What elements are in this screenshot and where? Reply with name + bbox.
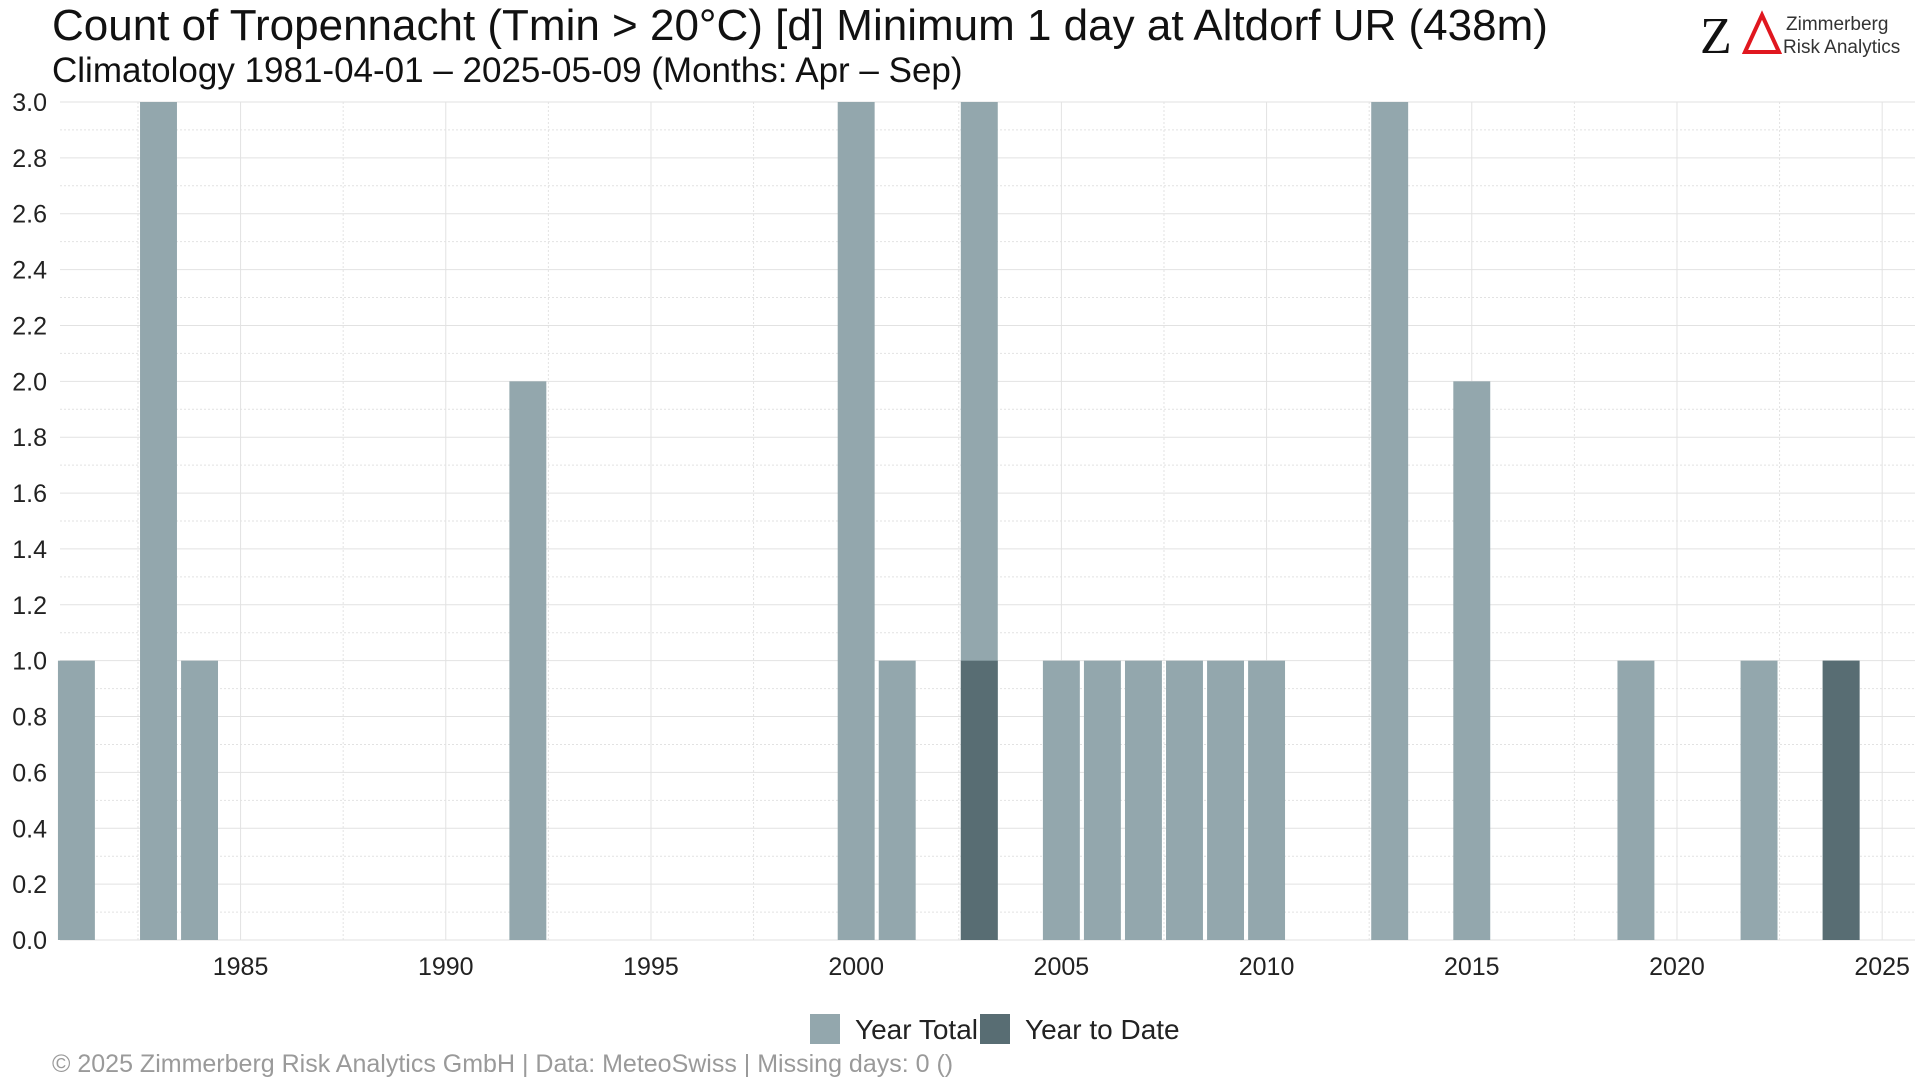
bar-year-total-2013 xyxy=(1371,102,1409,940)
company-logo: Z Zimmerberg Risk Analytics xyxy=(1700,8,1900,65)
bar-year-to-date-2003 xyxy=(960,660,998,940)
x-tick-label: 2010 xyxy=(1239,953,1295,981)
y-tick-label: 1.2 xyxy=(12,592,47,620)
y-tick-label: 0.2 xyxy=(12,871,47,899)
bar-year-total-2010 xyxy=(1248,660,1286,940)
year-total-bars xyxy=(57,102,1860,940)
chart-subtitle: Climatology 1981-04-01 – 2025-05-09 (Mon… xyxy=(52,51,963,90)
logo-z-glyph: Z xyxy=(1700,8,1732,65)
y-tick-label: 2.4 xyxy=(12,257,47,285)
y-tick-label: 2.2 xyxy=(12,312,47,340)
y-tick-label: 0.6 xyxy=(12,759,47,787)
minor-gridlines xyxy=(60,102,1915,940)
y-tick-label: 0.4 xyxy=(12,815,47,843)
x-tick-label: 1990 xyxy=(418,953,474,981)
bar-year-total-2022 xyxy=(1740,660,1778,940)
legend: Year Total Year to Date xyxy=(810,1014,1180,1045)
y-tick-label: 2.8 xyxy=(12,145,47,173)
footer-copyright: © 2025 Zimmerberg Risk Analytics GmbH | … xyxy=(52,1050,953,1078)
legend-label-year-total: Year Total xyxy=(855,1014,978,1045)
y-tick-label: 2.6 xyxy=(12,201,47,229)
chart-title: Count of Tropennacht (Tmin > 20°C) [d] M… xyxy=(52,1,1548,50)
bar-year-total-1983 xyxy=(140,102,177,940)
y-tick-label: 0.0 xyxy=(12,927,47,955)
y-axis-tick-labels: 0.0 0.2 0.4 0.6 0.8 1.0 1.2 1.4 1.6 1.8 2.0 2.2 2.4 2… xyxy=(12,89,47,955)
bar-year-total-2009 xyxy=(1207,660,1244,940)
x-tick-label: 2005 xyxy=(1034,953,1090,981)
bar-year-total-2006 xyxy=(1083,660,1121,940)
x-tick-label: 2025 xyxy=(1854,953,1910,981)
y-tick-label: 0.8 xyxy=(12,704,47,732)
bar-year-total-2015 xyxy=(1453,381,1491,940)
legend-swatch-year-to-date xyxy=(980,1014,1010,1044)
bar-year-total-2007 xyxy=(1124,660,1162,940)
x-tick-label: 2000 xyxy=(828,953,884,981)
legend-swatch-year-total xyxy=(810,1014,840,1044)
year-to-date-bars xyxy=(960,660,1860,940)
y-tick-label: 1.4 xyxy=(12,536,47,564)
bar-year-total-1992 xyxy=(509,381,547,940)
y-tick-label: 2.0 xyxy=(12,368,47,396)
x-tick-label: 2015 xyxy=(1444,953,1500,981)
bar-year-total-2000 xyxy=(837,102,875,940)
x-tick-label: 1985 xyxy=(213,953,269,981)
bar-year-total-2008 xyxy=(1166,660,1203,940)
x-axis-tick-labels: 1985 1990 1995 2000 2005 2010 2015 2020 2025 xyxy=(213,953,1910,981)
logo-line1: Zimmerberg xyxy=(1786,14,1888,35)
x-tick-label: 2020 xyxy=(1649,953,1705,981)
bar-year-total-2019 xyxy=(1617,660,1655,940)
y-tick-label: 1.0 xyxy=(12,648,47,676)
y-tick-label: 3.0 xyxy=(12,89,47,117)
bar-year-total-2001 xyxy=(878,660,916,940)
y-tick-label: 1.6 xyxy=(12,480,47,508)
y-tick-label: 1.8 xyxy=(12,424,47,452)
bar-year-total-1981 xyxy=(57,660,95,940)
bar-year-total-1984 xyxy=(181,660,219,940)
bar-year-to-date-2024 xyxy=(1822,660,1860,940)
legend-label-year-to-date: Year to Date xyxy=(1025,1014,1180,1045)
x-tick-label: 1995 xyxy=(623,953,679,981)
logo-line2: Risk Analytics xyxy=(1783,37,1900,58)
logo-delta-icon xyxy=(1741,10,1783,54)
bar-year-total-2005 xyxy=(1042,660,1080,940)
